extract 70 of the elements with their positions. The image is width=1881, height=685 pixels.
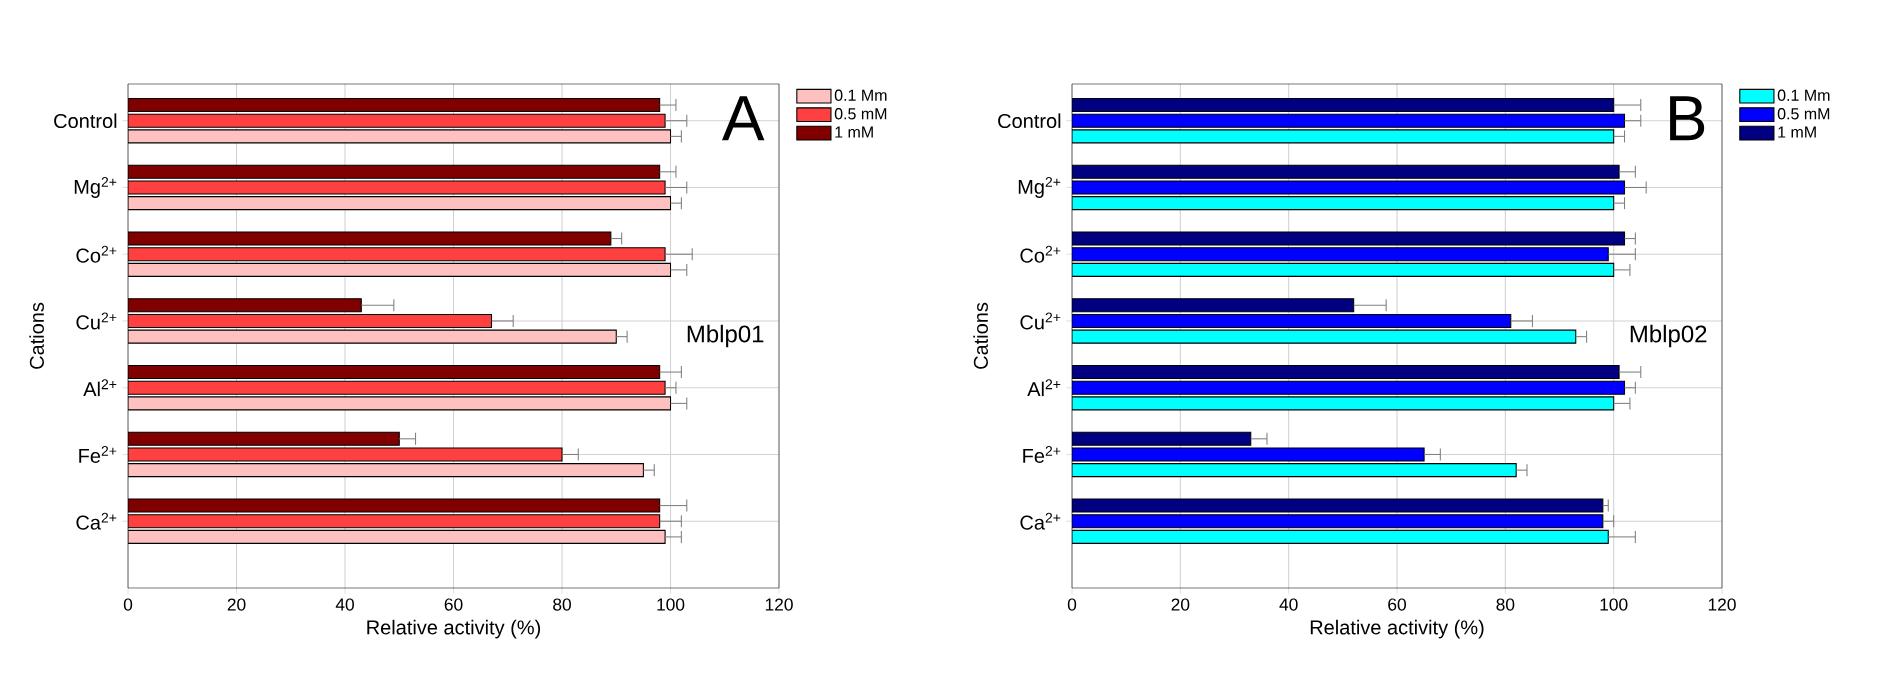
y-tick-label: Control [998, 113, 1061, 129]
x-tick-label: 80 [553, 598, 571, 611]
y-tick-label: Ca$^{2+}$ [76, 512, 117, 530]
y-tick-label: Mg$^{2+}$ [74, 177, 117, 198]
y-tick-label: Al$^{2+}$ [83, 379, 117, 397]
x-tick-label: 20 [1171, 598, 1190, 611]
x-tick-label: 60 [444, 598, 463, 611]
y-tick-label: Ca$^{2+}$ [1020, 512, 1061, 530]
bar [1072, 196, 1615, 211]
y-tick-label: Fe$^{2+}$ [79, 446, 117, 463]
legend-label: 1 mM [1778, 126, 1816, 138]
bar [1072, 313, 1512, 329]
bar [128, 313, 493, 329]
x-tick-label: 100 [657, 598, 685, 611]
bar [128, 164, 661, 179]
bar [128, 247, 666, 262]
bar [1072, 113, 1626, 128]
bar [1072, 463, 1517, 478]
y-tick-label: Cu$^{2+}$ [76, 312, 117, 330]
bar [128, 514, 661, 529]
legend-label: 0.1 Mm [1777, 89, 1830, 101]
bar [128, 298, 362, 313]
x-axis-title: Relative activity (%) [367, 619, 541, 639]
bar [128, 463, 644, 478]
annotation: A [721, 96, 765, 141]
x-tick-label: 20 [227, 598, 246, 611]
y-tick-label: Co$^{2+}$ [1020, 245, 1061, 263]
y-tick-label: Co$^{2+}$ [76, 245, 117, 263]
bar [1072, 98, 1615, 113]
annotation: Mblp02 [1630, 324, 1707, 348]
y-axis-title: Cations [973, 302, 988, 369]
bar [1072, 298, 1355, 313]
bar [128, 365, 661, 380]
y-tick-label: Cu$^{2+}$ [1020, 312, 1061, 330]
bar [1072, 529, 1609, 544]
legend-label: 0.1 Mm [834, 89, 887, 101]
bar [1072, 262, 1615, 277]
bar [1072, 514, 1604, 529]
x-axis-title: Relative activity (%) [1310, 619, 1484, 639]
bar [128, 431, 400, 446]
bar [1072, 431, 1252, 446]
x-tick-label: 40 [335, 598, 354, 611]
bar [128, 529, 666, 544]
x-tick-label: 0 [1067, 598, 1077, 611]
bar [128, 262, 672, 277]
y-tick-label: Mg$^{2+}$ [1018, 177, 1061, 198]
y-tick-label: Control [54, 113, 117, 129]
legend-label: 0.5 mM [1777, 108, 1830, 120]
bar [128, 113, 666, 128]
y-tick-label: Al$^{2+}$ [1027, 379, 1061, 397]
x-tick-label: 40 [1279, 598, 1298, 611]
x-tick-label: 0 [123, 598, 133, 611]
annotation: Mblp01 [687, 324, 764, 348]
bar [128, 380, 666, 395]
bar [1072, 164, 1620, 179]
y-tick-label: Fe$^{2+}$ [1023, 446, 1061, 463]
annotation: B [1670, 96, 1705, 141]
x-tick-label: 80 [1496, 598, 1515, 611]
y-axis-title: Cations [29, 302, 44, 369]
bar [128, 196, 672, 211]
x-tick-label: 100 [1600, 598, 1628, 611]
legend-label: 0.5 mM [834, 108, 887, 120]
bar [1072, 380, 1626, 395]
x-tick-label: 120 [1708, 598, 1736, 611]
x-tick-label: 120 [765, 598, 793, 611]
x-tick-label: 60 [1388, 598, 1406, 611]
bar [1072, 365, 1620, 380]
legend-label: 1 mM [835, 126, 873, 138]
bar [1072, 247, 1609, 262]
bar [128, 98, 661, 113]
